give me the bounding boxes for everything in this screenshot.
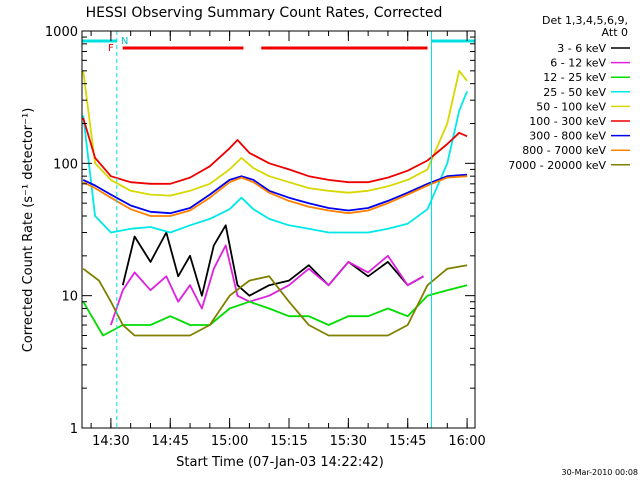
series-line-4 [82,90,468,234]
legend-label-2: 6 - 12 keV [550,57,606,70]
series-line-1 [121,224,424,297]
legend-label-9: 7000 - 20000 keV [508,159,606,172]
legend-label-1: 3 - 6 keV [557,42,606,55]
y-tick-label-4: 1000 [45,25,78,40]
legend-label-4: 25 - 50 keV [543,86,606,99]
legend: Det 1,3,4,5,6,9,Att 0 3 - 6 keV 6 - 12 keV… [508,14,630,172]
x-tick-label-7: 16:00 [448,434,485,449]
timestamp: 30-Mar-2010 00:08 [562,468,639,477]
x-tick-label-2: 14:45 [152,434,189,449]
y-axis-label: Corrected Count Rate (s⁻¹ detector⁻¹) [21,108,36,353]
x-axis-label: Start Time (07-Jan-03 14:22:42) [176,455,384,470]
legend-label-5: 50 - 100 keV [536,100,606,113]
series-line-5 [82,69,468,197]
legend-label-8: 800 - 7000 keV [522,144,606,157]
legend-label-7: 300 - 800 keV [529,130,606,143]
legend-header-1: Det 1,3,4,5,6,9, [542,14,628,27]
x-tick-label-4: 15:15 [270,434,307,449]
chart-title: HESSI Observing Summary Count Rates, Cor… [86,5,443,21]
x-tick-label-5: 15:30 [330,434,367,449]
legend-header-2: Att 0 [602,26,628,39]
night-flag-label: N [121,36,128,47]
series-line-3 [82,284,468,337]
series-line-8 [82,175,468,217]
x-tick-label-3: 15:00 [211,434,248,449]
x-tick-label-6: 15:45 [389,434,426,449]
series-line-7 [82,173,468,215]
y-tick-label-2: 10 [61,290,78,305]
legend-label-6: 100 - 300 keV [529,115,606,128]
plot-area: FN [82,31,475,428]
series-line-2 [110,244,424,326]
y-tick-label-1: 1 [70,422,78,437]
plot-frame [81,30,476,429]
series-line-9 [82,264,468,337]
axes: 14:30 14:45 15:00 15:15 15:30 15:45 16:00 1 10 10… [45,25,486,449]
flare-flag-label: F [108,43,114,54]
x-tick-label-1: 14:30 [92,434,129,449]
y-tick-label-3: 100 [53,157,78,172]
legend-label-3: 12 - 25 keV [543,71,606,84]
series-line-6 [82,117,468,185]
